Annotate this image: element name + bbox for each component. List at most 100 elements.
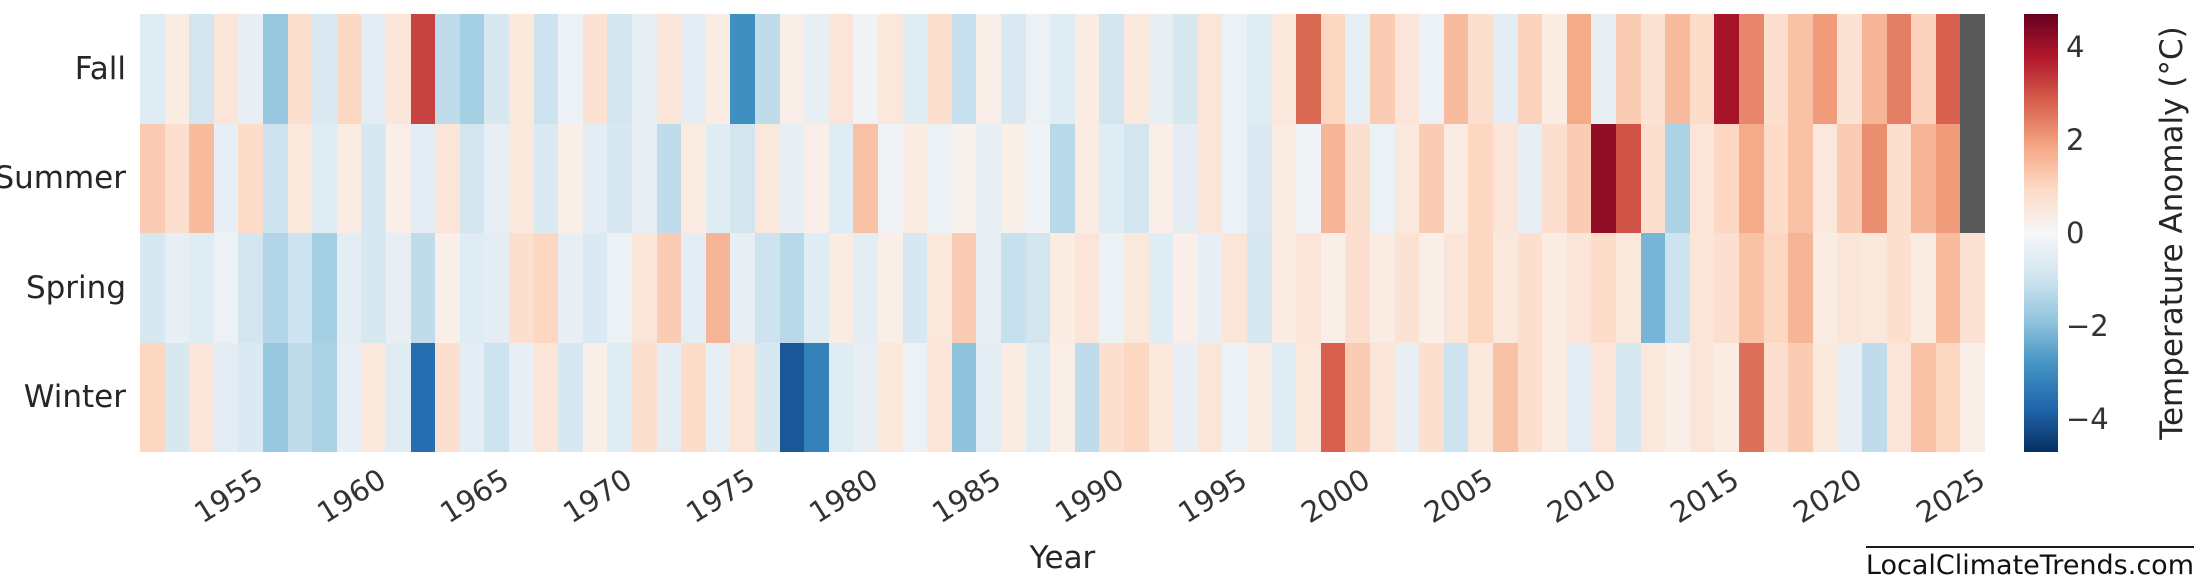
cell-summer-1968 xyxy=(558,123,583,233)
cell-spring-1968 xyxy=(558,233,583,343)
colorbar-ticks: 4 2 0 −2 −4 xyxy=(2066,14,2138,452)
cell-spring-2022 xyxy=(1886,233,1912,343)
cell-fall-2015 xyxy=(1714,14,1739,124)
cell-spring-1975 xyxy=(730,233,755,343)
cell-summer-2000 xyxy=(1345,123,1370,233)
cell-winter-1968 xyxy=(558,342,583,452)
row-label-fall: Fall xyxy=(74,50,126,87)
cell-spring-1987 xyxy=(1025,233,1051,343)
cell-fall-1976 xyxy=(755,14,780,124)
cell-spring-1988 xyxy=(1050,233,1075,343)
cell-fall-2000 xyxy=(1345,14,1370,124)
cell-spring-2004 xyxy=(1443,233,1469,343)
cell-spring-2011 xyxy=(1616,233,1641,343)
cell-winter-1992 xyxy=(1148,342,1174,452)
cell-summer-1998 xyxy=(1296,123,1321,233)
cell-spring-1970 xyxy=(607,233,632,343)
cell-summer-2007 xyxy=(1517,123,1543,233)
cell-fall-2024 xyxy=(1935,14,1961,124)
cell-winter-1996 xyxy=(1247,342,1272,452)
cell-spring-2020 xyxy=(1837,233,1862,343)
cell-winter-1961 xyxy=(386,342,411,452)
cell-winter-2016 xyxy=(1739,342,1764,452)
cell-summer-1976 xyxy=(755,123,780,233)
cell-summer-1985 xyxy=(976,123,1001,233)
cell-winter-2008 xyxy=(1542,342,1567,452)
cell-spring-1964 xyxy=(459,233,485,343)
cell-summer-1987 xyxy=(1025,123,1051,233)
cell-spring-1986 xyxy=(1001,233,1026,343)
cell-summer-1963 xyxy=(435,123,460,233)
cell-spring-1983 xyxy=(927,233,952,343)
cell-winter-2009 xyxy=(1566,342,1592,452)
cell-spring-2005 xyxy=(1468,233,1493,343)
cell-fall-1960 xyxy=(361,14,386,124)
cell-winter-1964 xyxy=(459,342,485,452)
cell-winter-1960 xyxy=(361,342,386,452)
cell-summer-1996 xyxy=(1247,123,1272,233)
cell-fall-2003 xyxy=(1419,14,1444,124)
cell-fall-2009 xyxy=(1566,14,1592,124)
cell-fall-2022 xyxy=(1886,14,1912,124)
cell-fall-1999 xyxy=(1320,14,1346,124)
cell-fall-2014 xyxy=(1689,14,1715,124)
heatmap-grid xyxy=(140,14,1985,452)
cell-summer-1962 xyxy=(410,123,436,233)
cell-winter-1952 xyxy=(164,342,190,452)
cell-winter-2022 xyxy=(1886,342,1912,452)
cell-summer-2003 xyxy=(1419,123,1444,233)
cell-summer-1959 xyxy=(336,123,362,233)
cell-spring-1989 xyxy=(1074,233,1100,343)
cell-winter-1971 xyxy=(632,342,657,452)
cell-summer-2008 xyxy=(1542,123,1567,233)
cell-fall-1966 xyxy=(509,14,534,124)
cell-summer-2019 xyxy=(1812,123,1838,233)
x-tick-label-1965: 1965 xyxy=(434,462,515,530)
cell-fall-2012 xyxy=(1640,14,1666,124)
cell-winter-1979 xyxy=(828,342,854,452)
cell-winter-2011 xyxy=(1616,342,1641,452)
cell-spring-2008 xyxy=(1542,233,1567,343)
cell-fall-2016 xyxy=(1739,14,1764,124)
x-tick-label-1980: 1980 xyxy=(803,462,884,530)
cell-summer-2021 xyxy=(1862,123,1887,233)
cell-summer-1972 xyxy=(656,123,682,233)
cell-fall-1981 xyxy=(878,14,903,124)
cell-winter-1959 xyxy=(336,342,362,452)
cell-summer-2006 xyxy=(1493,123,1518,233)
cell-fall-2010 xyxy=(1591,14,1616,124)
cell-summer-2010 xyxy=(1591,123,1616,233)
x-tick-label-2015: 2015 xyxy=(1664,462,1745,530)
cell-summer-2009 xyxy=(1566,123,1592,233)
cell-winter-1991 xyxy=(1124,342,1149,452)
cell-spring-1963 xyxy=(435,233,460,343)
cell-winter-1985 xyxy=(976,342,1001,452)
cell-fall-1987 xyxy=(1025,14,1051,124)
cell-summer-2014 xyxy=(1689,123,1715,233)
cell-summer-1997 xyxy=(1271,123,1297,233)
cell-summer-1994 xyxy=(1197,123,1223,233)
cell-summer-1951 xyxy=(140,123,165,233)
cell-spring-1972 xyxy=(656,233,682,343)
cell-spring-1960 xyxy=(361,233,386,343)
cell-summer-2025 xyxy=(1960,123,1985,233)
cell-winter-1963 xyxy=(435,342,460,452)
cell-spring-1999 xyxy=(1320,233,1346,343)
cell-fall-1986 xyxy=(1001,14,1026,124)
cell-spring-1997 xyxy=(1271,233,1297,343)
cell-fall-1989 xyxy=(1074,14,1100,124)
season-axis: Fall Summer Spring Winter xyxy=(0,14,132,452)
colorbar-tick-label-0: 0 xyxy=(2066,216,2085,250)
cell-spring-1993 xyxy=(1173,233,1198,343)
colorbar-tick-label-4: 4 xyxy=(2066,29,2085,64)
x-tick-label-1975: 1975 xyxy=(680,462,761,530)
cell-fall-2013 xyxy=(1665,14,1690,124)
cell-winter-2020 xyxy=(1837,342,1862,452)
cell-fall-1956 xyxy=(263,14,288,124)
cell-summer-2002 xyxy=(1394,123,1420,233)
cell-spring-1957 xyxy=(287,233,313,343)
cell-fall-1953 xyxy=(189,14,214,124)
cell-spring-1977 xyxy=(779,233,805,343)
cell-fall-2006 xyxy=(1493,14,1518,124)
cell-winter-2012 xyxy=(1640,342,1666,452)
